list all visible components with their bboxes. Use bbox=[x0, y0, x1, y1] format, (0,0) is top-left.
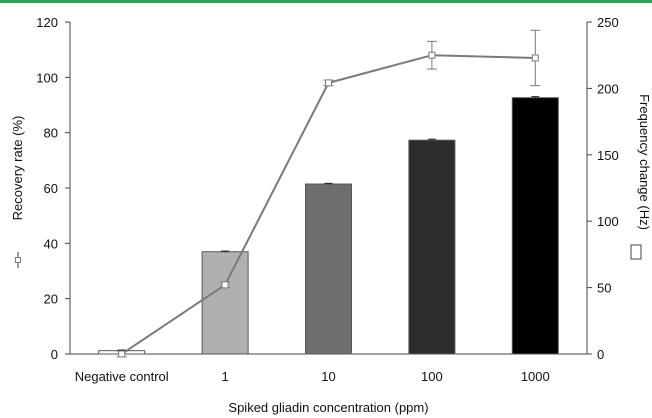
line-point bbox=[325, 79, 332, 87]
top-border-line bbox=[0, 0, 652, 3]
bar-error-bars bbox=[117, 96, 540, 352]
x-tick-label: 1000 bbox=[521, 369, 550, 384]
right-y-tick-label: 150 bbox=[597, 148, 619, 163]
x-axis-label: Spiked gliadin concentration (ppm) bbox=[228, 400, 428, 415]
bar bbox=[305, 183, 352, 355]
left-y-tick-label: 40 bbox=[44, 236, 58, 251]
line-point bbox=[428, 51, 436, 59]
x-tick-label: 100 bbox=[421, 369, 443, 384]
bar bbox=[511, 97, 559, 355]
bar bbox=[408, 139, 456, 355]
left-y-tick-label: 100 bbox=[36, 70, 58, 85]
line-point bbox=[531, 54, 539, 62]
left-y-tick-label: 80 bbox=[44, 126, 58, 141]
left-y-axis-label: Recovery rate (%) bbox=[10, 116, 25, 221]
right-y-tick-label: 0 bbox=[597, 347, 604, 362]
left-y-tick-label: 0 bbox=[51, 347, 58, 362]
left-y-axis-label-group: Recovery rate (%) bbox=[10, 116, 25, 268]
left-y-tick-label: 60 bbox=[44, 181, 58, 196]
right-y-tick-label: 100 bbox=[597, 214, 619, 229]
x-tick-label: Negative control bbox=[75, 369, 169, 384]
right-y-tick-label: 250 bbox=[597, 15, 619, 30]
line-series bbox=[116, 29, 541, 358]
left-y-tick-label: 120 bbox=[36, 15, 58, 30]
right-y-axis-label-group: Frequency change (Hz) bbox=[630, 94, 652, 260]
right-y-ticks: 0 50 100 150 200 250 bbox=[587, 15, 619, 362]
left-legend-marker bbox=[15, 257, 21, 263]
right-y-tick-label: 50 bbox=[597, 281, 611, 296]
x-tick-labels: Negative control 1 10 100 1000 bbox=[75, 369, 550, 384]
left-y-ticks: 0 20 40 60 80 100 120 bbox=[36, 15, 70, 362]
bar-series bbox=[98, 97, 559, 355]
right-legend-swatch bbox=[630, 244, 642, 260]
line-point bbox=[118, 350, 126, 358]
x-tick-label: 10 bbox=[321, 369, 335, 384]
right-y-axis-label: Frequency change (Hz) bbox=[637, 94, 652, 230]
x-tick-label: 1 bbox=[221, 369, 228, 384]
bar bbox=[201, 251, 249, 355]
right-y-tick-label: 200 bbox=[597, 81, 619, 96]
left-y-tick-label: 20 bbox=[44, 292, 58, 307]
line-point bbox=[221, 281, 229, 289]
